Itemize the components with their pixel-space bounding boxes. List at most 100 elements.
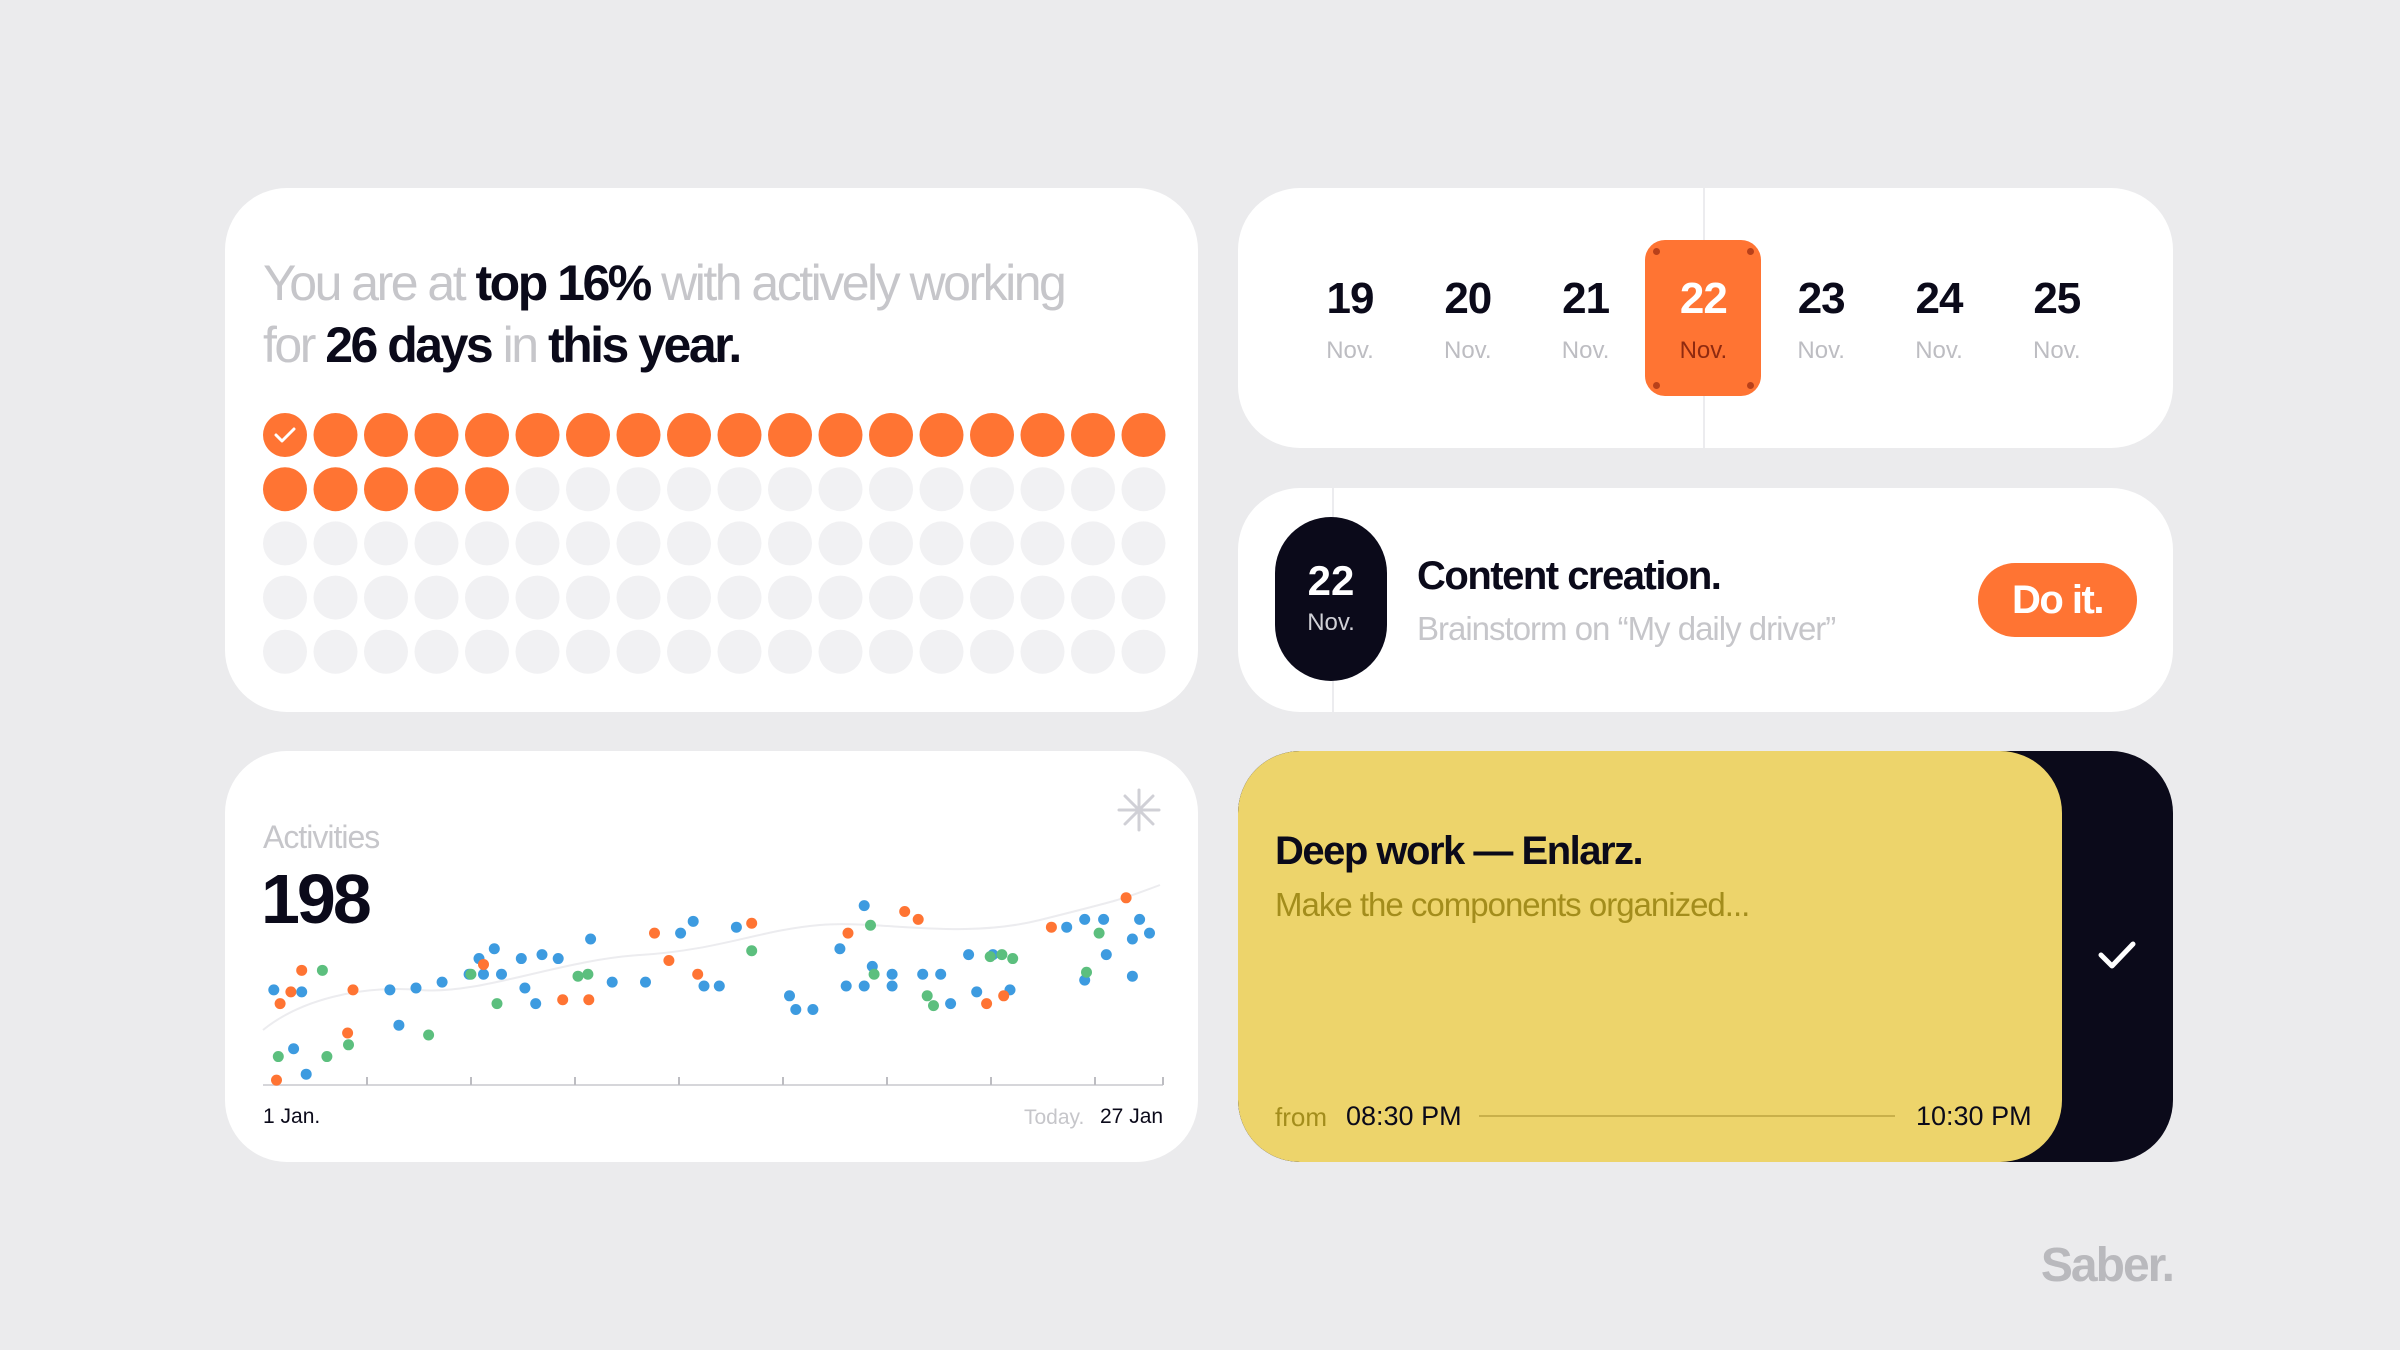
activity-point [935, 968, 947, 980]
do-it-button[interactable]: Do it. [1978, 563, 2137, 637]
activity-point [296, 986, 308, 998]
activity-point [945, 998, 957, 1010]
task-card: 22 Nov. Content creation. Brainstorm on … [1238, 488, 2173, 712]
activity-point [858, 980, 870, 992]
activity-point [687, 915, 699, 927]
progress-dot-filled [1121, 413, 1166, 457]
activity-point [478, 958, 489, 970]
activity-point [552, 953, 564, 965]
activity-point [834, 943, 846, 955]
progress-dot-empty [1071, 467, 1115, 512]
progress-dot-empty [869, 575, 913, 620]
progress-dot-filled [717, 413, 762, 457]
day-month: Nov. [1444, 337, 1492, 364]
activity-point [928, 1000, 939, 1012]
progress-dot-filled [414, 467, 459, 512]
activity-point [886, 968, 898, 980]
progress-dot-empty [616, 575, 661, 620]
corner-dot [1747, 382, 1755, 389]
progress-dot-filled [1020, 413, 1065, 457]
end-time: 10:30 PM [1916, 1101, 2032, 1131]
activity-point [1126, 933, 1138, 945]
progress-dot-filled [313, 413, 358, 457]
activity-point [649, 927, 660, 939]
progress-dot-filled [465, 467, 509, 512]
progress-dot-empty [465, 521, 509, 566]
activity-point [515, 953, 527, 965]
progress-dot-filled [616, 413, 661, 457]
progress-dot-empty [1121, 467, 1166, 512]
day-number: 23 [1797, 274, 1846, 323]
progress-dot-filled [869, 413, 913, 457]
activities-card: Activities 198 1 Jan. Today. 27 Jan [225, 751, 1198, 1162]
activity-point [807, 1004, 819, 1016]
progress-dot-filled [768, 413, 812, 457]
progress-dot-empty [717, 575, 762, 620]
activity-point [285, 986, 297, 998]
day-number: 25 [2033, 274, 2081, 323]
progress-dot-empty [919, 575, 964, 620]
progress-dot-empty [818, 575, 863, 620]
activity-point [921, 990, 933, 1002]
activity-point [606, 976, 618, 988]
headline-segment: in [491, 317, 548, 373]
progress-dot-empty [313, 629, 358, 674]
progress-dot-empty [667, 629, 711, 674]
event-body: Deep work — Enlarz. Make the components … [1238, 751, 2062, 1162]
progress-dot-empty [869, 521, 913, 566]
today-label: Today. [1024, 1106, 1085, 1129]
progress-dot-empty [768, 467, 812, 512]
progress-dot-empty [919, 521, 964, 566]
progress-dot-empty [364, 521, 408, 566]
progress-dot-empty [515, 467, 560, 512]
progress-dot-empty [1020, 521, 1065, 566]
done-check[interactable] [2098, 941, 2136, 969]
activity-point [1100, 949, 1112, 961]
progress-dot-empty [1121, 629, 1166, 674]
day-month: Nov. [1915, 337, 1963, 364]
activity-point [790, 1004, 802, 1016]
progress-dot-filled [364, 467, 408, 512]
day-number: 24 [1915, 274, 1964, 323]
progress-dot-empty [1020, 629, 1065, 674]
progress-dot-empty [970, 467, 1014, 512]
progress-dot-empty [818, 629, 863, 674]
start-time: 08:30 PM [1346, 1101, 1462, 1131]
date-badge: 22 Nov. [1275, 517, 1387, 681]
headline-segment: for [263, 317, 326, 373]
activity-point [321, 1051, 333, 1063]
activity-point [530, 998, 542, 1010]
day-month: Nov. [1797, 337, 1845, 364]
x-start-label: 1 Jan. [263, 1105, 321, 1128]
progress-dot-empty [970, 575, 1014, 620]
activity-point [384, 984, 396, 996]
activity-point [316, 964, 328, 976]
progress-dot-empty [465, 629, 509, 674]
task-title: Content creation. [1417, 554, 1722, 598]
progress-dot-filled [263, 413, 307, 457]
activity-point [1081, 966, 1092, 978]
activity-point [1045, 921, 1057, 933]
progress-dot-filled [263, 467, 307, 512]
activity-point [713, 980, 725, 992]
selected-day [1645, 240, 1762, 396]
progress-dot-empty [616, 467, 661, 512]
activity-point [271, 1074, 282, 1086]
progress-dot-empty [263, 629, 307, 674]
progress-dot-empty [515, 575, 560, 620]
progress-dot-empty [616, 521, 661, 566]
trend-line [262, 884, 1161, 1031]
activity-point [347, 984, 359, 996]
progress-dot-empty [919, 467, 964, 512]
activity-point [1126, 970, 1138, 982]
activity-point [488, 943, 500, 955]
day-month: Nov. [1561, 337, 1610, 364]
progress-dot-filled [970, 413, 1014, 457]
progress-dot-empty [313, 521, 358, 566]
activity-point [519, 982, 531, 994]
activity-point [1098, 913, 1110, 925]
day-number: 22 [1679, 274, 1728, 323]
activity-point [912, 913, 924, 925]
activity-point [675, 927, 687, 939]
activity-point [996, 949, 1008, 961]
